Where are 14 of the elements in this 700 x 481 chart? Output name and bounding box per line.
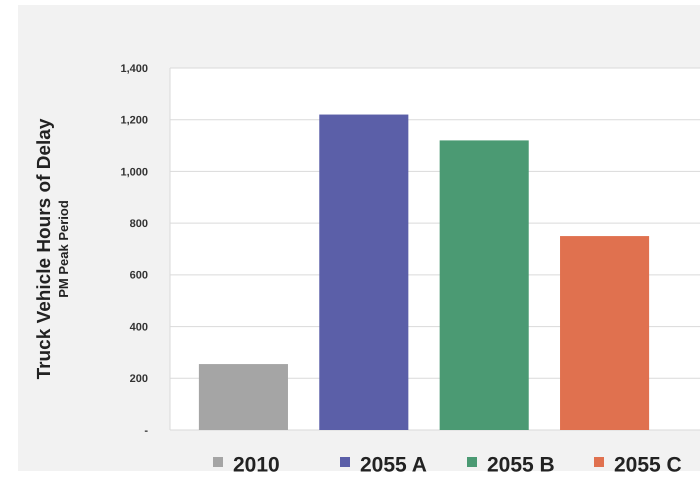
y-tick-label: 800: [130, 218, 148, 230]
y-tick-label: 1,200: [120, 114, 148, 127]
y-tick-label: 1,000: [120, 166, 148, 178]
y-tick-label: -: [144, 424, 148, 437]
y-tick-label: 400: [130, 321, 148, 334]
legend-label: 2055 B: [487, 453, 555, 476]
legend-label: 2055 C: [614, 453, 682, 476]
y-tick-label: 1,400: [120, 62, 148, 75]
text: PM Peak Period: [56, 200, 71, 298]
y-tick-label: 600: [130, 270, 148, 282]
y-axis-title: Truck Vehicle Hours of Delay: [34, 118, 55, 380]
legend-label: 2010: [233, 453, 280, 476]
y-tick-label: 200: [130, 373, 148, 386]
legend-label: 2055 A: [360, 453, 427, 476]
